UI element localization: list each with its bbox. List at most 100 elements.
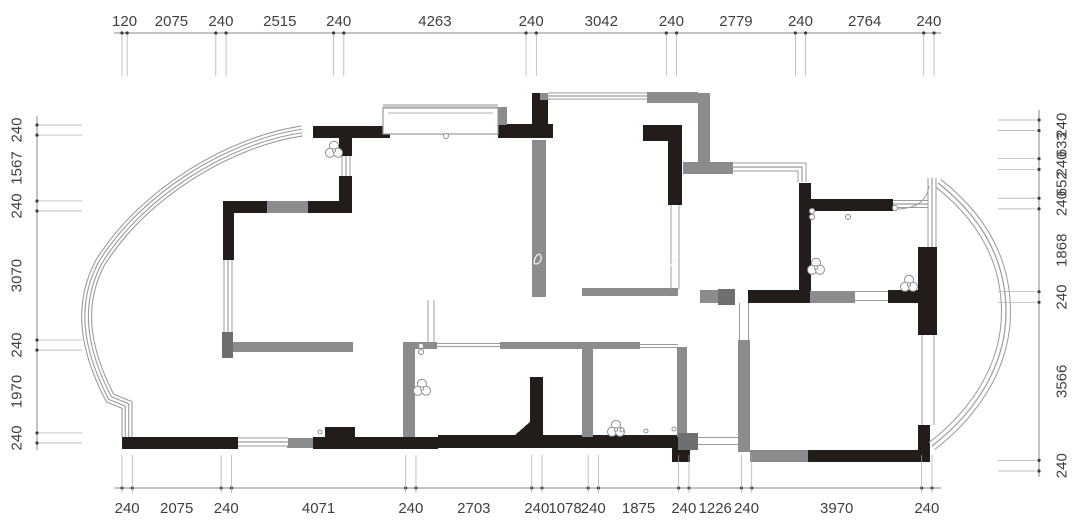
window-band: [733, 166, 803, 182]
fixture-circle: [808, 207, 816, 215]
balcony-curve-left: [85, 129, 303, 437]
dimension-tick: [534, 31, 538, 35]
watermark-squiggle: [533, 253, 542, 265]
wall-segment: [532, 140, 546, 297]
dimension-label: 3070: [9, 259, 26, 292]
wall-segment: [718, 289, 735, 305]
dimension-tick: [35, 441, 39, 445]
fixture-circle: [808, 213, 816, 221]
dimension-tick: [224, 31, 228, 35]
dimension-label: 633: [1054, 132, 1071, 157]
dimension-label: 2779: [719, 13, 752, 30]
dimension-label: 1078: [548, 500, 581, 517]
dimension-label: 240: [208, 13, 233, 30]
dimension-label: 240: [671, 500, 696, 517]
door-swing-icon: [897, 185, 930, 210]
dimension-tick: [35, 348, 39, 352]
fixture-icons: [317, 133, 918, 437]
wall-segment: [339, 176, 352, 213]
dimension-tick: [1037, 290, 1041, 294]
wall-segment: [799, 183, 811, 298]
bay-window: [382, 104, 499, 135]
fixture-circle: [906, 282, 912, 287]
dimension-tick: [932, 31, 936, 35]
dimension-label: 240: [519, 13, 544, 30]
wall-segment: [738, 340, 750, 452]
dimension-label: 1567: [9, 151, 26, 184]
dimension-label: 120: [112, 13, 137, 30]
wall-segment: [683, 162, 733, 174]
wall-segment: [267, 201, 308, 213]
wall-segment: [122, 437, 238, 449]
wall-segment: [678, 433, 698, 450]
fixture-pair-icon: [417, 342, 425, 356]
dimension-label: 1226: [699, 500, 732, 517]
fixture-circle: [419, 386, 425, 391]
door-leaf-icon: [514, 421, 531, 436]
dimension-label: 240: [916, 13, 941, 30]
wall-segment: [700, 290, 720, 303]
wall-segment: [540, 93, 550, 100]
wall-segment: [530, 377, 543, 448]
hinge-circle-icon: [317, 429, 323, 435]
wall-segment: [313, 126, 390, 138]
dimension-tick: [1037, 196, 1041, 200]
wall-segment: [287, 438, 313, 448]
walls-dark: [222, 289, 735, 450]
dimension-label: 4071: [302, 500, 335, 517]
window-sill: [383, 104, 498, 108]
dimension-tick: [35, 199, 39, 203]
wall-segment: [811, 199, 893, 211]
window-band: [733, 163, 806, 182]
fixture-circles-icon: [607, 419, 625, 437]
wall-segment: [313, 437, 438, 449]
hinge-circle-icon: [619, 427, 625, 433]
dimension-tick: [35, 338, 39, 342]
dimension-tick: [125, 31, 129, 35]
wall-segment: [808, 450, 930, 462]
wall-segment: [403, 349, 415, 437]
wall-segment: [668, 141, 682, 205]
fixture-circles-icon: [807, 257, 825, 275]
dimension-tick: [120, 31, 124, 35]
dimension-tick: [1037, 157, 1041, 161]
dimension-tick: [35, 209, 39, 213]
wall-segment: [698, 93, 710, 165]
dimension-label: 2703: [457, 500, 490, 517]
hinge-circle-icon: [845, 214, 851, 220]
dimension-tick: [1037, 300, 1041, 304]
dimension-tick: [35, 123, 39, 127]
wall-segment: [438, 435, 678, 448]
wall-segment: [643, 125, 682, 141]
wall-segment: [500, 342, 640, 349]
wall-segment: [810, 291, 855, 303]
dimension-tick: [1037, 118, 1041, 122]
dimension-tick: [331, 31, 336, 35]
dimension-label: 240: [659, 13, 684, 30]
balcony-curve-right: [931, 182, 1007, 447]
dimension-tick: [214, 31, 218, 35]
dimension-label: 240: [1054, 284, 1071, 309]
wall-segment: [748, 290, 810, 303]
wall-segment: [582, 288, 678, 296]
dimension-tick: [793, 31, 797, 35]
bay-window-frame: [382, 107, 499, 135]
dimension-label: 240: [1054, 151, 1071, 176]
dimension-label: 2764: [848, 13, 881, 30]
hinge-circle-icon: [443, 133, 449, 139]
dimension-label: 240: [214, 500, 239, 517]
wall-segment: [582, 347, 593, 437]
watermark-squiggle: [670, 259, 677, 267]
dimension-label: 240: [115, 500, 140, 517]
dimension-label: 240: [9, 193, 26, 218]
dimension-tick: [342, 31, 346, 35]
dimension-tick: [804, 31, 808, 35]
dimension-label: 1868: [1054, 234, 1071, 267]
dimension-label: 3970: [820, 500, 853, 517]
thin-partition-lines: [427, 185, 930, 342]
wall-segment: [325, 427, 355, 438]
fixture-circles-icon: [900, 274, 918, 292]
dimension-label: 240: [326, 13, 351, 30]
